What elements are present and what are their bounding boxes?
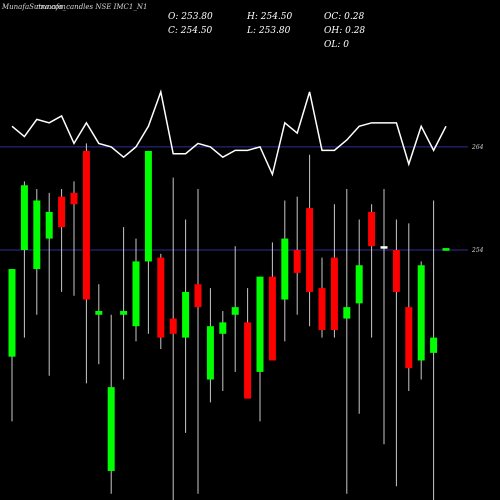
oh-label: OH: 0.28 xyxy=(324,26,365,36)
candle-body xyxy=(330,257,338,330)
candle-body xyxy=(380,246,388,249)
candle-body xyxy=(355,265,363,304)
ol-label: OL: 0 xyxy=(324,40,349,50)
oc-label: OC: 0.28 xyxy=(324,12,364,22)
candle-body xyxy=(20,185,28,250)
candle-body xyxy=(132,261,140,327)
candle-body xyxy=(405,307,413,369)
candle-body xyxy=(157,257,165,338)
candle-body xyxy=(120,310,128,315)
chart-title: munafa_candles NSE IMC1_N1 xyxy=(36,3,147,11)
candle-body xyxy=(182,291,190,338)
watermark: MunafaSutra.com xyxy=(1,3,66,11)
candle-body xyxy=(219,322,227,334)
candle-body xyxy=(206,326,214,380)
candle-body xyxy=(256,276,264,372)
candle-body xyxy=(392,250,400,292)
candle-body xyxy=(293,250,301,273)
indicator-reference-label: 264 xyxy=(471,144,484,151)
candle-body xyxy=(144,150,152,262)
candle-body xyxy=(244,322,252,399)
candle-body xyxy=(430,337,438,353)
candle-body xyxy=(343,307,351,319)
candle-body xyxy=(107,387,115,471)
candle-body xyxy=(70,192,78,205)
price-reference-label: 254 xyxy=(471,247,484,254)
candle-body xyxy=(368,211,376,247)
candle-body xyxy=(306,208,314,292)
candle-body xyxy=(417,265,425,361)
candle-body xyxy=(281,238,289,300)
candle-body xyxy=(95,310,103,315)
candle-body xyxy=(58,196,66,228)
candle-body xyxy=(268,276,276,361)
candle-body xyxy=(194,284,202,308)
candle-body xyxy=(45,211,53,239)
high-label: H: 254.50 xyxy=(246,12,293,22)
candle-body xyxy=(8,269,16,357)
candle-body xyxy=(318,288,326,330)
candle-body xyxy=(231,307,239,315)
candles-group xyxy=(8,143,450,500)
candle-body xyxy=(442,248,450,251)
open-label: O: 253.80 xyxy=(168,12,213,22)
candle-body xyxy=(33,200,41,270)
candle-body xyxy=(82,150,90,300)
low-label: L: 253.80 xyxy=(246,26,291,36)
indicator-line xyxy=(11,89,447,177)
close-label: C: 254.50 xyxy=(168,26,213,36)
candle-body xyxy=(169,318,177,334)
